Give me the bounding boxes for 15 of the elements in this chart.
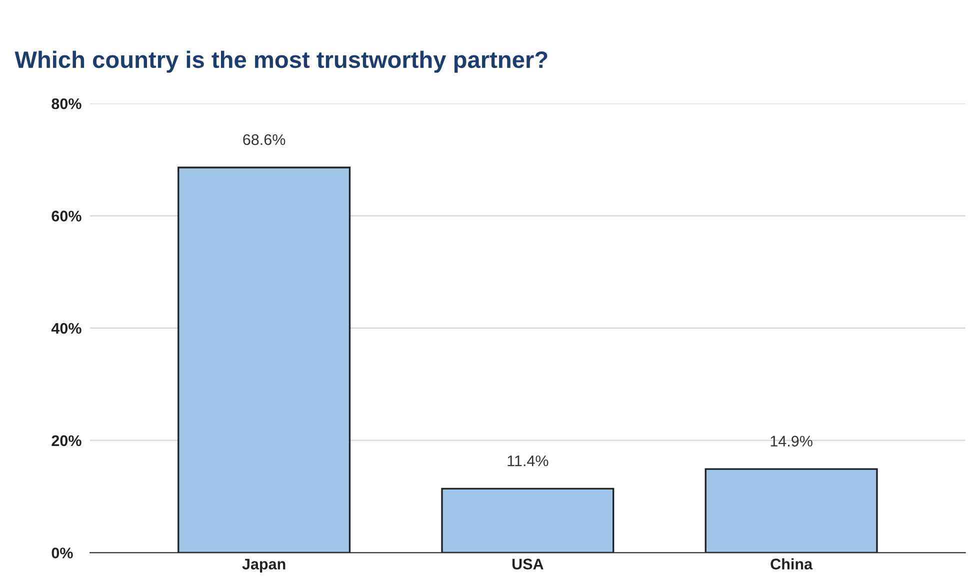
chart-title: Which country is the most trustworthy partner? [14, 50, 548, 73]
x-tick-label: USA [512, 558, 544, 570]
bar [704, 468, 878, 553]
y-tick-label: 60% [52, 210, 82, 222]
x-tick-label: Japan [242, 558, 286, 573]
y-tick-label: 20% [52, 435, 82, 446]
y-tick-label: 40% [51, 322, 82, 334]
y-tick-label: 0% [52, 548, 73, 558]
data-label: 14.9% [770, 436, 812, 447]
data-label: 68.6% [243, 134, 286, 146]
data-label: 11.4% [508, 455, 548, 466]
bar [441, 488, 614, 553]
y-tick-label: 80% [52, 98, 82, 110]
bar [178, 166, 351, 553]
x-tick-label: China [770, 558, 813, 570]
